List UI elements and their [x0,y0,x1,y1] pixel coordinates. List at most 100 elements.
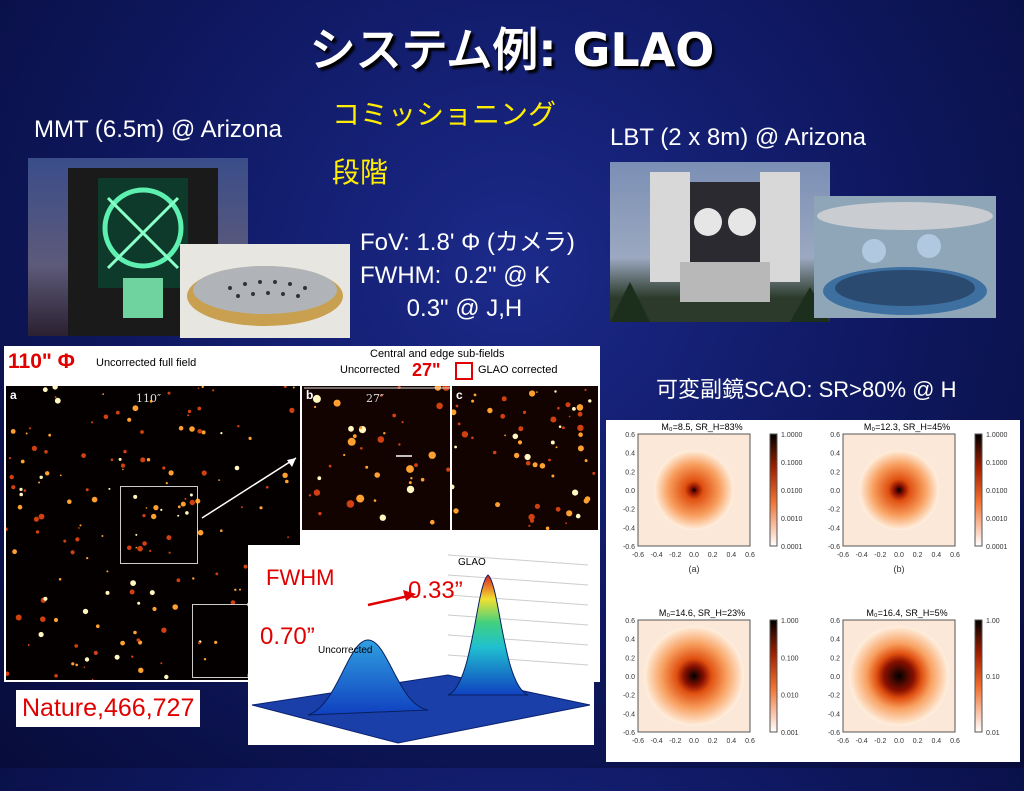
star [197,529,204,536]
star [578,432,583,437]
star [137,545,143,552]
panel-a-label: a [10,388,17,402]
y-tick-label: 0.0 [625,674,635,681]
subfield-header: Central and edge sub-fields [370,348,505,360]
psf-figure: M₀=8.5, SR_H=83% -0.6 -0.4 -0.2 0.0 0.2 0.4 0.6… [606,420,1020,762]
x-tick-label: 0.6 [950,552,960,559]
star [108,487,111,490]
x-tick-label: -0.4 [856,738,868,745]
star [71,662,75,666]
star [237,425,240,428]
y-tick-label: 0.2 [625,469,635,476]
star [58,578,62,581]
lbt-label: LBT (2 x 8m) @ Arizona [610,124,867,151]
star [4,527,8,531]
star [75,663,78,667]
star [348,425,354,432]
star [214,640,218,644]
spec-fwhm-k: FWHM: 0.2" @ K [360,262,551,289]
star [81,453,86,458]
star [168,551,171,554]
star [38,481,41,484]
spec-fwhm-jh: 0.3" @ J,H [360,295,523,322]
star [44,450,48,454]
star [101,535,104,537]
star [43,596,48,601]
star [406,465,414,473]
star [161,627,167,633]
star [442,383,450,391]
commissioning-label-1: コミッショニング [332,98,557,131]
star [453,508,459,514]
star [138,667,144,673]
x-tick-label: 0.4 [931,552,941,559]
star [162,466,166,470]
star [292,386,295,389]
star [212,389,215,392]
x-tick-label: 0.6 [950,738,960,745]
star [554,390,557,393]
star [283,385,287,388]
star [234,588,237,591]
star [528,524,531,527]
star [557,406,560,410]
x-tick-label: 0.4 [931,738,941,745]
star [146,458,151,462]
star [93,650,98,655]
star [380,394,383,397]
star [145,507,148,509]
star [48,433,52,437]
star [551,474,555,478]
mmt-mirror-photo [180,244,350,338]
star [127,545,132,551]
star [239,588,241,591]
x-tick-label: 0.0 [894,552,904,559]
colorbar [769,433,778,547]
y-tick-label: 0.6 [625,432,635,439]
star [234,465,240,471]
star [500,413,506,419]
star [149,590,155,596]
psf-image: -0.6 -0.4 -0.2 0.0 0.2 0.4 0.6 0.6 0.4 0.2 0.0 -0.2… [828,432,1008,574]
x-tick-label: 0.2 [708,552,718,559]
star [9,474,14,480]
star [534,503,540,509]
star [54,397,61,404]
star [522,410,527,414]
star [513,452,520,459]
star [565,402,571,408]
profile-surface [251,554,591,744]
star [172,604,178,610]
star [38,631,44,638]
star [114,654,120,660]
star [203,658,207,661]
x-tick-label: -0.6 [632,738,644,745]
colorbar [769,619,778,733]
star [471,436,474,440]
colorbar-label: 0.010 [781,693,799,700]
star [495,502,501,508]
star [184,498,187,500]
colorbar-label: 0.0010 [781,516,803,523]
star [430,519,435,525]
star [434,384,442,391]
star [129,589,135,595]
star [177,514,180,517]
star [133,494,138,499]
star [220,432,223,435]
star [317,476,322,481]
colorbar-label: 0.100 [781,655,799,662]
uncorrected-tag: Uncorrected [318,645,373,656]
star [536,391,538,393]
star [446,467,451,472]
star [86,557,89,560]
subfield-size: 27" [412,360,441,380]
star [185,511,189,515]
star [592,471,596,475]
star [167,391,171,395]
psf-title: M₀=16.4, SR_H=5% [866,608,948,618]
star [398,443,401,446]
star [379,514,386,521]
star [140,457,146,463]
star [343,453,346,457]
